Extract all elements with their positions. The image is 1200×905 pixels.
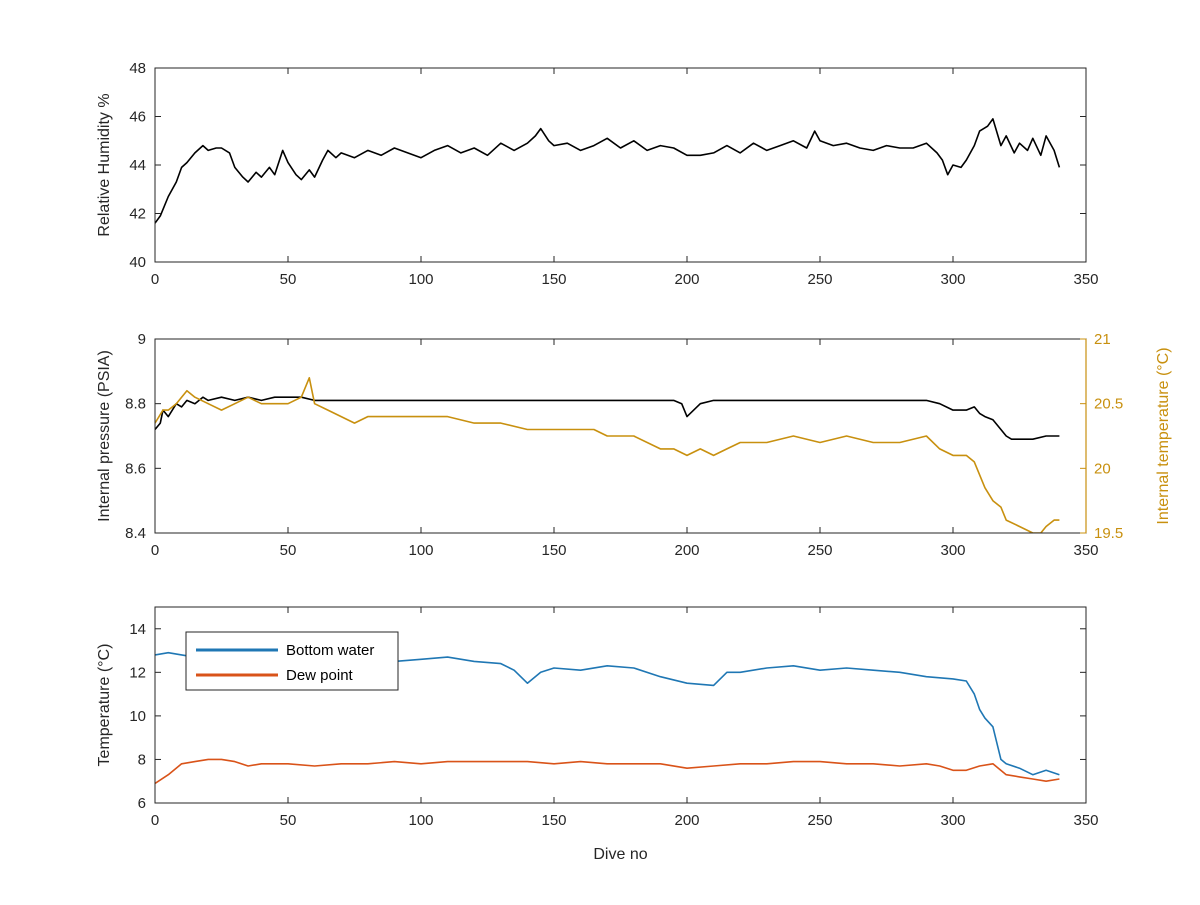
legend-label: Dew point (286, 667, 354, 684)
x-tick-label: 350 (1073, 542, 1098, 559)
x-tick-label: 150 (541, 271, 566, 288)
x-tick-label: 100 (408, 542, 433, 559)
x-tick-label: 200 (674, 542, 699, 559)
axes-box (154, 606, 1087, 804)
y-tick-label: 40 (129, 254, 146, 271)
y-tick-label: 8.6 (125, 460, 146, 477)
y2-tick-label: 20 (1094, 460, 1111, 477)
legend: Bottom water Dew point (185, 631, 399, 691)
y-tick-label: 8 (138, 751, 146, 768)
x-tick-label: 100 (408, 812, 433, 829)
y-axis-title: Internal pressure (PSIA) (96, 350, 113, 522)
x-tick-label: 0 (151, 271, 159, 288)
y-tick-label: 12 (129, 664, 146, 681)
x-tick-label: 250 (807, 271, 832, 288)
y-tick-label: 42 (129, 206, 146, 223)
x-tick-label: 200 (674, 812, 699, 829)
x-axis-title: Dive no (593, 846, 647, 863)
y-tick-label: 44 (129, 157, 146, 174)
series-line-1-1 (155, 118, 1061, 224)
chart-panel-1: 0 50 100 150 200 250 300 350 40 42 44 46 48 Relative … (96, 60, 1099, 288)
x-tick-label: 250 (807, 542, 832, 559)
y2-tick-label: 21 (1094, 331, 1111, 348)
y2-tick-label: 19.5 (1094, 525, 1123, 542)
x-tick-label: 150 (541, 812, 566, 829)
x-tick-label: 0 (151, 542, 159, 559)
x-tick-label: 50 (280, 542, 297, 559)
x-tick-label: 350 (1073, 271, 1098, 288)
y-axis-title: Temperature (°C) (96, 644, 113, 767)
series-line-dew-point (155, 758, 1060, 785)
x-tick-label: 250 (807, 812, 832, 829)
axes-box (154, 67, 1087, 263)
x-tick-label: 50 (280, 812, 297, 829)
x-tick-label: 300 (940, 812, 965, 829)
y-tick-label: 46 (129, 109, 146, 126)
chart-panel-3: 0 50 100 150 200 250 300 350 6 8 10 12 14 Temperature… (96, 606, 1099, 863)
legend-label: Bottom water (286, 642, 374, 659)
x-tick-label: 200 (674, 271, 699, 288)
x-tick-label: 150 (541, 542, 566, 559)
y2-axis-title: Internal temperature (°C) (1155, 347, 1172, 524)
y-axis-title: Relative Humidity % (96, 93, 113, 236)
y-tick-label: 48 (129, 60, 146, 77)
x-tick-label: 50 (280, 271, 297, 288)
y-tick-label: 14 (129, 621, 146, 638)
y-tick-label: 6 (138, 795, 146, 812)
x-tick-label: 300 (940, 542, 965, 559)
x-tick-label: 350 (1073, 812, 1098, 829)
x-tick-label: 100 (408, 271, 433, 288)
y2-tick-label: 20.5 (1094, 396, 1123, 413)
chart-panel-2: 0 50 100 150 200 250 300 350 8.4 8.6 8.8 9 19.5 20 20.… (96, 331, 1172, 559)
series-line-2-1 (155, 396, 1060, 441)
y-tick-label: 10 (129, 708, 146, 725)
y-tick-label: 8.4 (125, 525, 146, 542)
y-tick-label: 9 (138, 331, 146, 348)
legend-box (185, 631, 399, 691)
x-tick-label: 300 (940, 271, 965, 288)
x-tick-label: 0 (151, 812, 159, 829)
series-line-2-2 (155, 376, 1060, 533)
y-tick-label: 8.8 (125, 396, 146, 413)
